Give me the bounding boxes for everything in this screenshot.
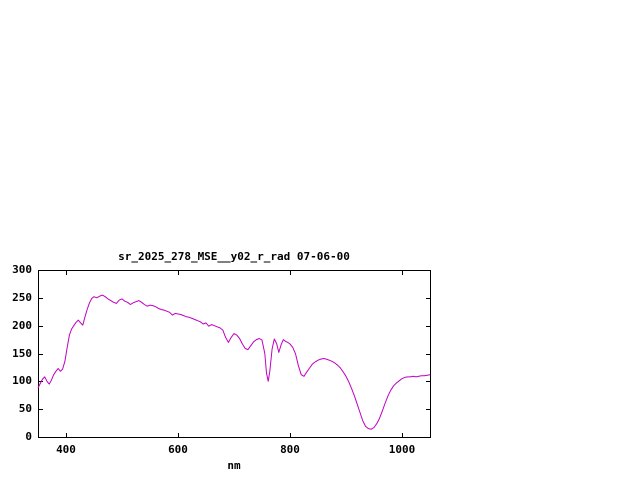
x-tick-label: 800	[280, 443, 300, 456]
y-tick-label: 0	[25, 430, 32, 443]
y-tick-label: 150	[12, 347, 32, 360]
y-tick-label: 50	[18, 402, 32, 415]
plot-frame	[38, 270, 431, 438]
x-tick-label: 1000	[388, 443, 416, 456]
x-tick-label: 400	[56, 443, 76, 456]
x-axis-label: nm	[227, 459, 241, 472]
y-tick-label: 200	[12, 319, 32, 332]
y-tick-label: 100	[12, 374, 32, 387]
x-tick-label: 600	[168, 443, 188, 456]
chart-title: sr_2025_278_MSE__y02_r_rad 07-06-00	[118, 250, 350, 263]
y-tick-label: 250	[12, 291, 32, 304]
spectrum-line	[37, 294, 431, 430]
y-tick-label: 300	[12, 263, 32, 276]
